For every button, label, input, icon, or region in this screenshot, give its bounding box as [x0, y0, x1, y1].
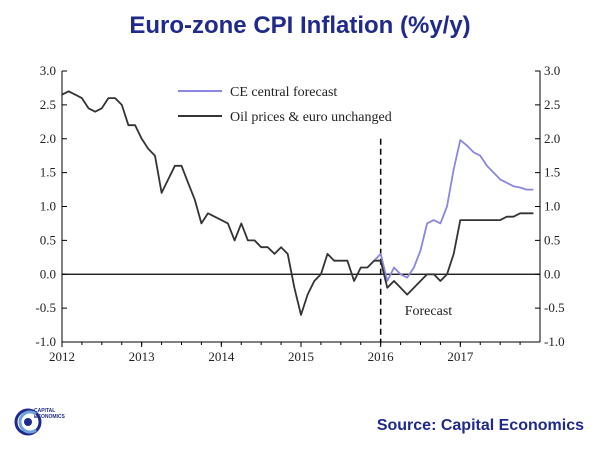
y-tick-label-right: -0.5	[544, 300, 565, 315]
x-tick-label: 2016	[368, 349, 395, 364]
y-tick-label-right: 0.0	[544, 266, 560, 281]
logo-text-line-1: CAPITAL	[34, 408, 56, 414]
y-tick-label-left: 1.5	[40, 165, 56, 180]
y-tick-label-right: 2.0	[544, 131, 560, 146]
y-tick-label-right: 0.5	[544, 232, 560, 247]
x-tick-label: 2013	[129, 349, 155, 364]
x-tick-label: 2012	[49, 349, 75, 364]
y-tick-label-left: 3.0	[40, 63, 56, 78]
forecast-label: Forecast	[405, 304, 453, 319]
x-tick-label: 2017	[447, 349, 474, 364]
x-tick-label: 2015	[288, 349, 314, 364]
y-tick-label-left: -1.0	[35, 334, 56, 349]
y-tick-label-right: 2.5	[544, 97, 560, 112]
y-tick-label-left: 2.5	[40, 97, 56, 112]
y-tick-label-left: -0.5	[35, 300, 56, 315]
y-tick-label-left: 0.0	[40, 266, 56, 281]
x-tick-label: 2014	[208, 349, 235, 364]
logo-text-line-2: ECONOMICS	[34, 414, 65, 420]
legend-label-ce-central-forecast: CE central forecast	[230, 85, 337, 100]
logo-text: CAPITAL ECONOMICS	[34, 408, 65, 420]
capital-economics-logo-icon	[14, 408, 42, 436]
source-note: Source: Capital Economics	[376, 417, 584, 434]
y-tick-label-left: 1.0	[40, 199, 56, 214]
chart-title: Euro-zone CPI Inflation (%y/y)	[129, 12, 471, 39]
series-line-oil-prices-euro-unchanged	[61, 90, 534, 316]
series-line-ce-central-forecast	[373, 139, 534, 282]
legend-label-oil-prices-euro-unchanged: Oil prices & euro unchanged	[230, 110, 392, 125]
y-tick-label-left: 2.0	[40, 131, 56, 146]
y-tick-label-right: 1.5	[544, 165, 560, 180]
y-tick-label-left: 0.5	[40, 232, 56, 247]
y-tick-label-right: 3.0	[544, 63, 560, 78]
y-tick-label-right: -1.0	[544, 334, 565, 349]
y-tick-label-right: 1.0	[544, 199, 560, 214]
